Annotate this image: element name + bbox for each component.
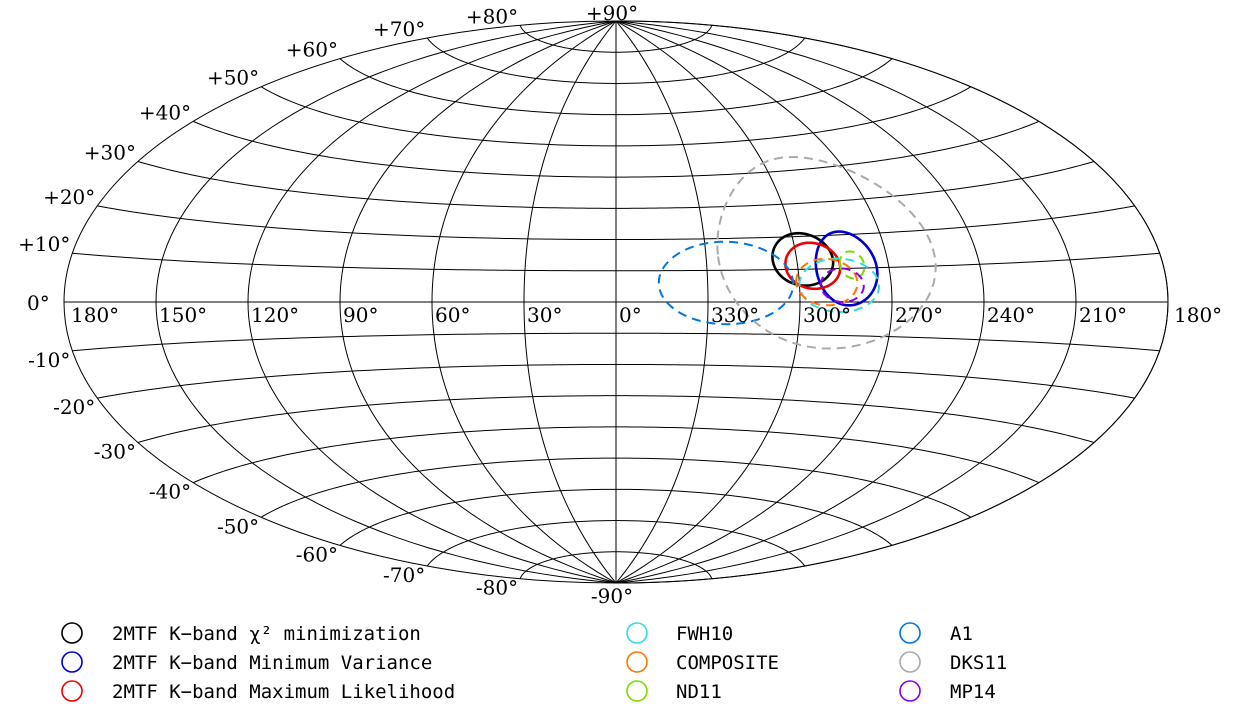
- lon-tick-label: 30°: [527, 303, 562, 327]
- lat-tick-label: +50°: [207, 66, 259, 90]
- legend-label: FWH10: [676, 623, 733, 645]
- legend-label: MP14: [950, 681, 996, 703]
- lat-tick-label: +20°: [43, 185, 95, 209]
- lat-tick-label: 0°: [27, 291, 50, 315]
- contour-a1: [657, 240, 795, 326]
- lat-tick-label: -20°: [53, 395, 95, 419]
- dipole-contours: [657, 155, 937, 350]
- contour-fwh10: [798, 257, 881, 314]
- contour-mp14: [819, 267, 865, 303]
- lon-tick-label: 210°: [1079, 303, 1127, 327]
- lat-tick-label: +40°: [139, 100, 191, 124]
- meridian-line: [615, 20, 1169, 584]
- legend-marker: [899, 680, 921, 702]
- legend-marker: [61, 622, 83, 644]
- lat-tick-label: -30°: [94, 439, 136, 463]
- lon-tick-label: 300°: [803, 303, 851, 327]
- legend-marker: [626, 622, 648, 644]
- lat-tick-label: +70°: [373, 17, 425, 41]
- legend-item: A1: [899, 622, 973, 645]
- lat-tick-label: +30°: [84, 141, 136, 165]
- legend-marker: [899, 622, 921, 644]
- lon-tick-label: 90°: [343, 303, 378, 327]
- lon-tick-label: 240°: [987, 303, 1035, 327]
- legend-marker: [61, 651, 83, 673]
- legend-label: COMPOSITE: [676, 652, 779, 674]
- legend-item: DKS11: [899, 651, 1007, 674]
- legend-marker: [626, 651, 648, 673]
- legend-item: 2MTF K−band Minimum Variance: [61, 651, 432, 674]
- legend-item: COMPOSITE: [626, 651, 779, 674]
- legend-item: MP14: [899, 680, 996, 703]
- legend-label: A1: [950, 623, 973, 645]
- lat-tick-label: -70°: [383, 563, 425, 587]
- lat-tick-label: -60°: [296, 542, 338, 566]
- legend-label: 2MTF K−band χ² minimization: [112, 623, 421, 645]
- lat-tick-label: -10°: [28, 348, 70, 372]
- lon-tick-label: 180°: [1174, 303, 1222, 327]
- meridian-line: [339, 20, 617, 584]
- legend-label: ND11: [676, 681, 722, 703]
- legend-item: FWH10: [626, 622, 733, 645]
- meridian-line: [247, 20, 617, 584]
- lat-tick-label: -90°: [591, 584, 633, 608]
- meridian-line: [523, 20, 617, 584]
- graticule: [63, 20, 1169, 584]
- legend: 2MTF K−band χ² minimization 2MTF K−band M…: [61, 622, 1007, 703]
- contour-2mtf-k-band-minimum-variance: [814, 230, 879, 307]
- lon-tick-label: 0°: [619, 303, 642, 327]
- meridian-line: [615, 20, 985, 584]
- lat-tick-label: +10°: [18, 232, 70, 256]
- lon-tick-label: 330°: [711, 303, 759, 327]
- meridian-line: [155, 20, 617, 584]
- lon-tick-label: 180°: [71, 303, 119, 327]
- lat-tick-label: +90°: [586, 1, 638, 25]
- latitude-tick-labels: +90° +80° +70° +60° +50° +40°+30° +20° +10° 0° -1…: [18, 1, 638, 608]
- meridian-line: [615, 20, 893, 584]
- lon-tick-label: 150°: [159, 303, 207, 327]
- meridian-line: [615, 20, 709, 584]
- lon-tick-label: 120°: [251, 303, 299, 327]
- legend-marker: [61, 680, 83, 702]
- lat-tick-label: -80°: [476, 576, 518, 600]
- lon-tick-label: 270°: [895, 303, 943, 327]
- lat-tick-label: +60°: [286, 38, 338, 62]
- legend-marker: [626, 680, 648, 702]
- legend-item: 2MTF K−band χ² minimization: [61, 622, 421, 645]
- lon-tick-label: 60°: [435, 303, 470, 327]
- meridian-line: [615, 20, 801, 584]
- meridian-line: [431, 20, 617, 584]
- contour-nd11: [838, 250, 866, 280]
- longitude-tick-labels: 180° 150° 120° 90° 60° 30° 0° 330° 300° 270° 240° 2…: [71, 303, 1222, 327]
- legend-item: 2MTF K−band Maximum Likelihood: [61, 680, 455, 703]
- legend-marker: [899, 651, 921, 673]
- lat-tick-label: -40°: [149, 480, 191, 504]
- meridian-line: [615, 20, 1077, 584]
- lat-tick-label: -50°: [217, 514, 259, 538]
- legend-item: ND11: [626, 680, 722, 703]
- legend-label: DKS11: [950, 652, 1007, 674]
- lat-tick-label: +80°: [466, 4, 518, 28]
- legend-label: 2MTF K−band Maximum Likelihood: [112, 681, 455, 703]
- contour-composite: [795, 257, 859, 307]
- legend-label: 2MTF K−band Minimum Variance: [112, 652, 432, 674]
